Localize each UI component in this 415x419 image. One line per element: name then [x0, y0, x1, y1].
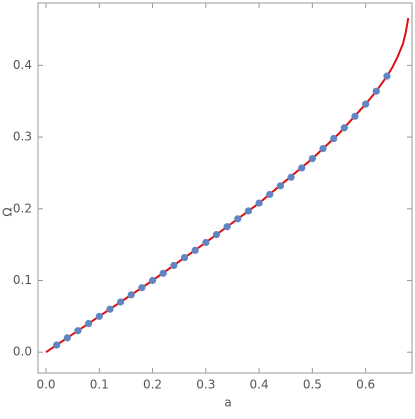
y-tick-label: 0.0: [13, 345, 32, 359]
x-tick-label: 0.1: [90, 378, 109, 392]
y-tick-label: 0.3: [13, 130, 32, 144]
data-point: [170, 261, 178, 270]
data-point: [63, 334, 71, 342]
y-tick-label: 0.1: [13, 273, 32, 287]
x-tick-label: 0.2: [143, 378, 162, 392]
y-tick-label: 0.2: [13, 201, 32, 215]
data-point: [95, 312, 103, 320]
data-point: [212, 231, 221, 239]
data-point: [53, 341, 61, 349]
data-point: [244, 207, 253, 215]
data-point: [159, 269, 167, 277]
data-point: [276, 182, 285, 190]
x-tick-label: 0.6: [356, 378, 375, 392]
data-point: [340, 124, 348, 132]
data-point: [362, 100, 370, 108]
data-point: [319, 144, 327, 153]
data-point: [372, 87, 380, 95]
plot-frame: [37, 2, 413, 374]
data-point: [106, 305, 114, 313]
curve: [45, 17, 410, 354]
data-point: [85, 319, 93, 328]
x-tick-label: 0.3: [196, 378, 215, 392]
data-point: [127, 291, 135, 299]
data-point: [223, 223, 231, 231]
data-point: [180, 253, 189, 262]
data-point: [330, 134, 338, 143]
data-point: [351, 112, 359, 120]
data-point: [287, 173, 295, 181]
y-tick-label: 0.4: [13, 58, 32, 72]
x-axis-label: a: [224, 396, 231, 410]
data-point: [138, 284, 146, 292]
x-tick-label: 0.5: [303, 378, 322, 392]
data-point: [148, 276, 157, 285]
data-point: [383, 72, 391, 80]
data-point: [298, 164, 306, 172]
data-point: [191, 246, 199, 254]
x-tick-label: 0.4: [250, 378, 269, 392]
data-point: [266, 190, 274, 199]
y-axis-label: Ω: [1, 207, 15, 216]
data-point: [234, 215, 242, 223]
data-point: [308, 155, 316, 163]
x-tick-label: 0.0: [36, 378, 55, 392]
data-point: [202, 238, 210, 247]
data-point: [74, 327, 82, 335]
data-point: [255, 199, 263, 207]
data-point: [116, 298, 125, 306]
